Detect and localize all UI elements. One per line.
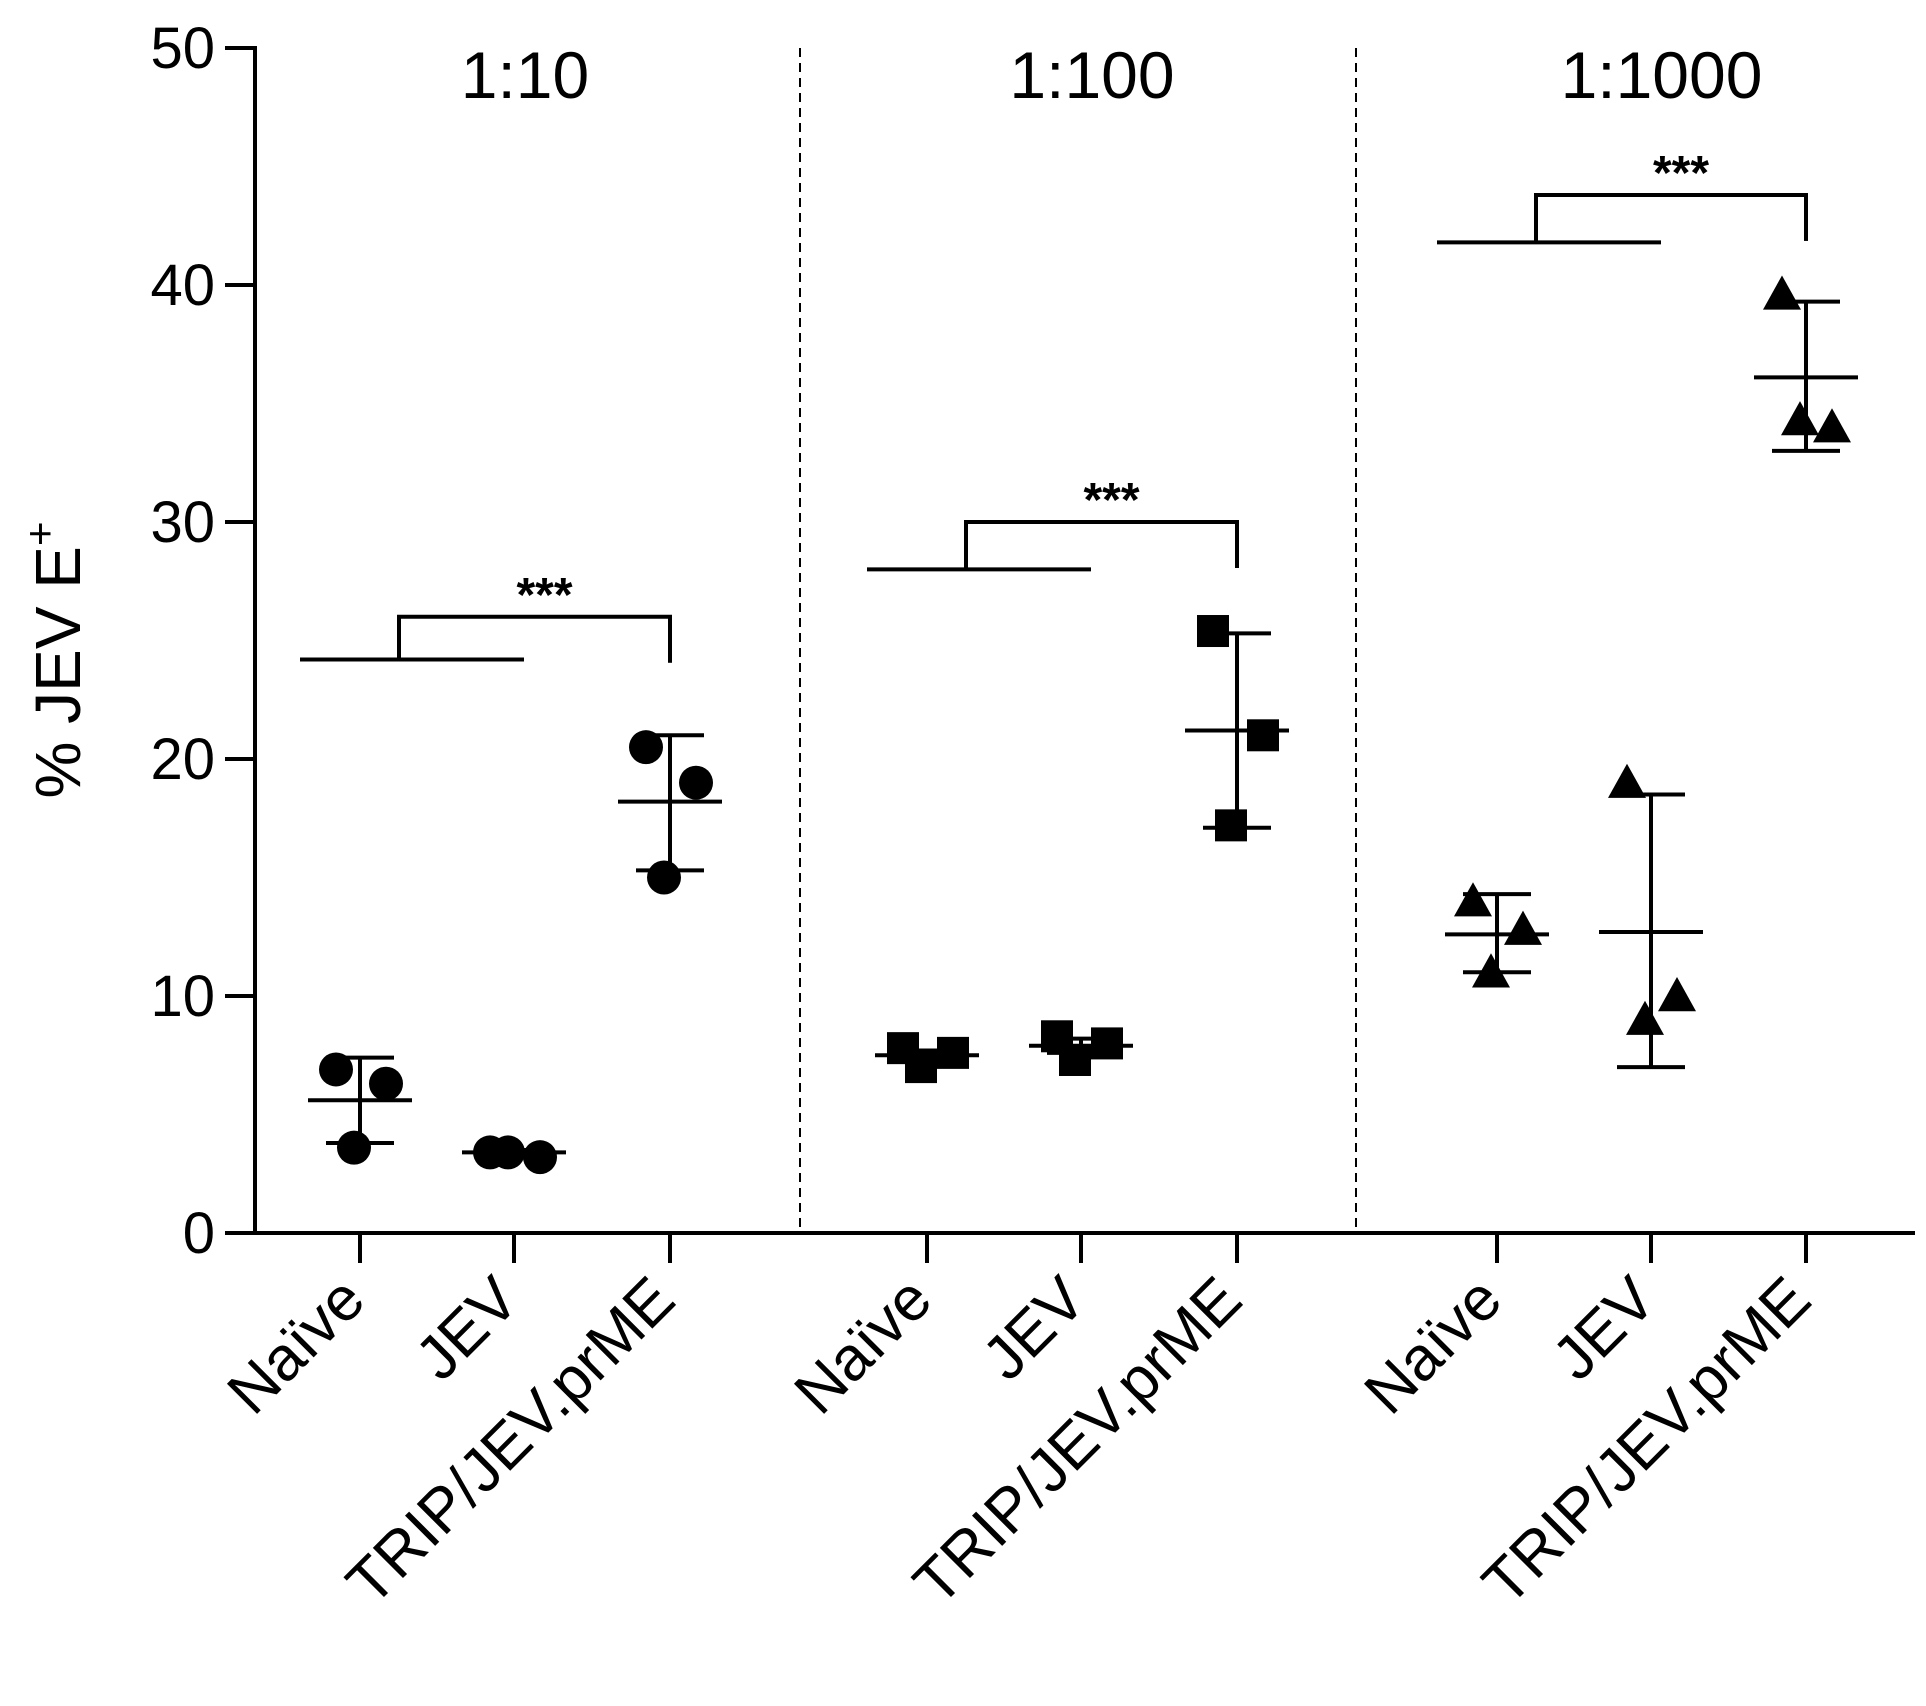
data-point [369, 1066, 403, 1101]
significance-bracket: *** [300, 569, 672, 663]
data-point [937, 1036, 969, 1069]
data-point [1658, 977, 1696, 1012]
group-jev [1599, 763, 1703, 1070]
panel-title: 1:10 [461, 38, 589, 112]
category-label: JEV [1540, 1264, 1670, 1394]
category-label: Naïve [1352, 1264, 1515, 1427]
significance-label: *** [1083, 474, 1139, 527]
data-point [629, 730, 663, 765]
data-point [1763, 275, 1801, 310]
category-label: JEV [403, 1264, 533, 1394]
data-point [1454, 882, 1492, 917]
data-point [1504, 910, 1542, 945]
panel-title: 1:1000 [1561, 38, 1763, 112]
group-jev [1029, 1020, 1133, 1076]
y-tick-label: 50 [150, 16, 215, 81]
y-axis-title: % JEV E+ [16, 521, 94, 798]
y-tick-label: 10 [150, 964, 215, 1029]
panel-title: 1:100 [1009, 38, 1174, 112]
y-tick-label: 20 [150, 727, 215, 792]
data-point [319, 1052, 353, 1087]
y-tick-label: 30 [150, 490, 215, 555]
group-na-ve [1445, 882, 1549, 988]
data-point [1215, 809, 1247, 842]
data-point [1197, 615, 1229, 648]
significance-label: *** [1653, 147, 1709, 200]
category-label: Naïve [215, 1264, 378, 1427]
significance-bracket: *** [1437, 147, 1808, 245]
data-point [1813, 408, 1851, 443]
data-point [1247, 719, 1279, 752]
data-point [337, 1130, 371, 1165]
data-point [1091, 1027, 1123, 1060]
y-axis-title-text: % JEV E [22, 546, 94, 799]
data-point [1472, 953, 1510, 988]
significance-label: *** [516, 569, 572, 622]
data-point [1626, 1000, 1664, 1035]
y-axis: 0 10 20 30 40 50 [150, 16, 1915, 1266]
y-tick-label: 40 [150, 253, 215, 318]
category-label: JEV [970, 1264, 1100, 1394]
data-point [679, 765, 713, 800]
group-jev [462, 1135, 566, 1175]
data-point [1781, 401, 1819, 436]
data-point [1608, 763, 1646, 798]
group-trip-jev-prme [618, 730, 722, 895]
group-trip-jev-prme [1185, 615, 1289, 842]
category-label: Naïve [782, 1264, 945, 1427]
group-na-ve [875, 1032, 979, 1084]
y-axis-title-superscript: + [16, 521, 63, 546]
group-trip-jev-prme [1754, 275, 1858, 453]
data-point [647, 860, 681, 895]
data-point [1059, 1043, 1091, 1076]
group-na-ve [308, 1052, 412, 1165]
significance-bracket: *** [867, 474, 1239, 572]
data-point [523, 1140, 557, 1175]
y-tick-label: 0 [183, 1201, 215, 1266]
